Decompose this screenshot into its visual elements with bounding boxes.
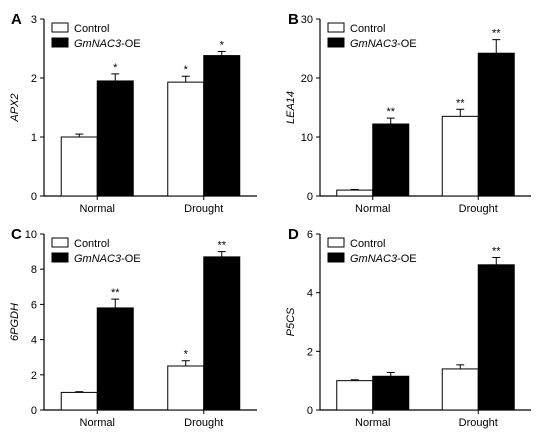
significance-marker: * — [113, 62, 118, 74]
x-tick-label: Drought — [184, 417, 223, 429]
y-tick-label: 10 — [25, 229, 37, 241]
y-tick-label: 4 — [307, 288, 313, 300]
x-tick-label: Normal — [355, 417, 390, 429]
y-axis-label: 6PGDH — [9, 303, 21, 341]
legend-swatch-control — [51, 22, 69, 33]
y-tick-label: 2 — [31, 370, 37, 382]
legend-swatch-control — [51, 237, 69, 248]
panel-letter: B — [288, 11, 299, 28]
legend-swatch-control — [327, 237, 345, 248]
x-tick-label: Drought — [184, 203, 223, 215]
y-tick-label: 0 — [31, 405, 37, 417]
y-tick-label: 6 — [307, 229, 313, 241]
x-tick-label: Normal — [355, 203, 390, 215]
y-tick-label: 0 — [31, 191, 37, 203]
significance-marker: ** — [111, 287, 120, 299]
bar-control-drought — [441, 115, 479, 197]
legend-label-control: Control — [74, 238, 109, 250]
bar-control-normal — [336, 380, 374, 411]
panel-letter: A — [11, 11, 22, 28]
bar-oe-drought — [477, 52, 515, 197]
legend-gene-name: GmNAC3 — [350, 253, 398, 265]
legend-suffix: -OE — [397, 38, 417, 50]
y-axis-label: P5CS — [285, 307, 297, 336]
chart-panel-d: D 0 2 4 6 P5CS Normal Drought ** Control GmNAC3-OE — [285, 226, 531, 429]
y-tick-label: 1 — [31, 132, 37, 144]
bar-control-drought — [441, 368, 479, 411]
y-tick-label: 3 — [31, 14, 37, 26]
significance-marker: ** — [492, 28, 501, 40]
significance-marker: ** — [492, 245, 501, 257]
y-tick-label: 0 — [307, 405, 313, 417]
chart-panel-b: B 0 10 20 30 LEA14 Normal ** Drought ** ** Control G… — [285, 11, 531, 215]
y-tick-label: 8 — [31, 264, 37, 276]
y-tick-label: 20 — [301, 73, 313, 85]
legend-suffix: -OE — [121, 253, 141, 265]
legend-label-control: Control — [74, 23, 109, 35]
legend-label-oe: GmNAC3-OE — [74, 253, 141, 265]
significance-marker: * — [220, 39, 225, 51]
significance-marker: ** — [217, 240, 226, 252]
bar-oe-normal — [372, 123, 410, 197]
legend-swatch-oe — [51, 37, 69, 48]
y-tick-label: 2 — [31, 73, 37, 85]
x-tick-label: Normal — [80, 417, 115, 429]
bar-oe-normal — [96, 307, 134, 411]
bar-oe-drought — [477, 264, 515, 411]
y-axis-label: APX2 — [9, 93, 21, 122]
y-tick-label: 0 — [307, 191, 313, 203]
y-tick-label: 30 — [301, 14, 313, 26]
legend-swatch-control — [327, 22, 345, 33]
significance-marker: ** — [386, 106, 395, 118]
y-tick-label: 2 — [307, 346, 313, 358]
legend-suffix: -OE — [121, 38, 141, 50]
bar-oe-drought — [203, 256, 241, 411]
y-tick-label: 4 — [31, 335, 37, 347]
legend-swatch-oe — [327, 37, 345, 48]
legend-label-oe: GmNAC3-OE — [350, 38, 417, 50]
bar-control-normal — [60, 136, 98, 197]
chart-panel-a: A 0 1 2 3 APX2 Normal * Drought * * Control GmNAC3-O… — [9, 11, 257, 215]
y-axis-label: LEA14 — [285, 91, 297, 124]
x-tick-label: Drought — [459, 203, 498, 215]
significance-marker: ** — [456, 97, 465, 109]
y-tick-label: 6 — [31, 299, 37, 311]
bar-control-normal — [336, 189, 374, 197]
legend-label-oe: GmNAC3-OE — [74, 38, 141, 50]
legend-suffix: -OE — [397, 253, 417, 265]
x-tick-label: Drought — [459, 417, 498, 429]
x-tick-label: Normal — [80, 203, 115, 215]
y-tick-label: 10 — [301, 132, 313, 144]
bar-oe-normal — [372, 375, 410, 411]
significance-marker: * — [184, 64, 189, 76]
legend-gene-name: GmNAC3 — [350, 38, 398, 50]
significance-marker: * — [184, 349, 189, 361]
bar-control-drought — [167, 81, 205, 197]
bar-oe-normal — [96, 80, 134, 197]
bar-control-drought — [167, 365, 205, 411]
panel-letter: D — [288, 226, 299, 243]
legend-swatch-oe — [51, 252, 69, 263]
chart-panel-c: C02468106PGDHNormal**Drought***ControlGm… — [9, 226, 257, 429]
bar-control-normal — [60, 391, 98, 411]
legend-gene-name: GmNAC3 — [74, 38, 122, 50]
legend-label-control: Control — [350, 23, 385, 35]
legend-label-oe: GmNAC3-OE — [350, 253, 417, 265]
legend-gene-name: GmNAC3 — [74, 253, 122, 265]
legend-label-control: Control — [350, 238, 385, 250]
bar-oe-drought — [203, 55, 241, 197]
legend-swatch-oe — [327, 252, 345, 263]
panel-letter: C — [11, 226, 22, 243]
